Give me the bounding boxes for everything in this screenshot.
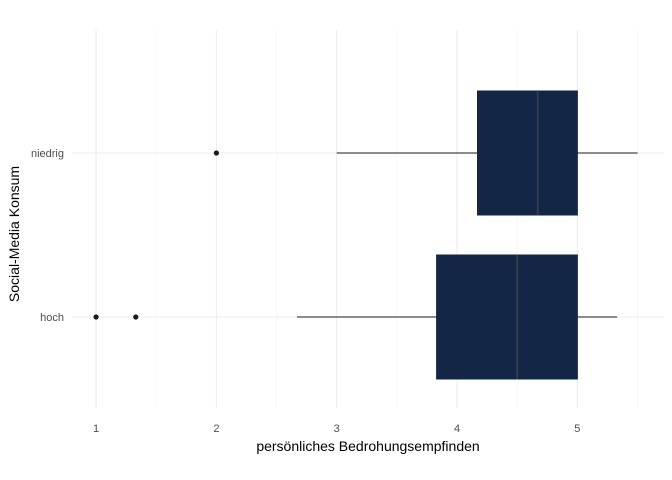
outlier-point — [213, 150, 219, 156]
box-iqr — [476, 90, 578, 216]
y-tick-label: hoch — [40, 312, 64, 324]
outlier-point — [93, 314, 99, 320]
x-tick-label: 3 — [334, 423, 340, 435]
box-hoch — [93, 254, 618, 380]
y-tick-label: niedrig — [31, 148, 64, 160]
x-axis-tick-labels: 1 2 3 4 5 — [93, 423, 580, 435]
box-iqr — [436, 254, 578, 380]
y-axis-title: Social-Media Konsum — [6, 166, 22, 302]
x-tick-label: 5 — [574, 423, 580, 435]
box-marks — [93, 90, 638, 380]
y-axis-tick-labels: niedrig hoch — [31, 148, 64, 324]
x-tick-label: 4 — [454, 423, 460, 435]
x-tick-label: 2 — [213, 423, 219, 435]
box-niedrig — [213, 90, 638, 216]
x-axis-title: persönliches Bedrohungsempfinden — [256, 438, 479, 454]
outlier-point — [133, 314, 139, 320]
x-tick-label: 1 — [93, 423, 99, 435]
